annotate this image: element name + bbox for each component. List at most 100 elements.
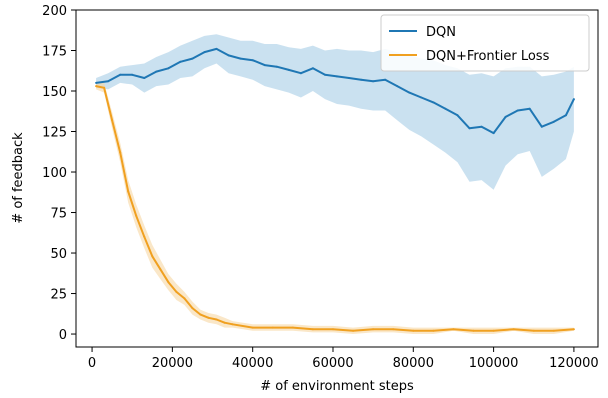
data-point-dqn-frontier-loss	[572, 328, 575, 331]
data-point-dqn	[456, 114, 459, 117]
data-point-dqn	[191, 57, 194, 60]
data-point-dqn-frontier-loss	[332, 328, 334, 331]
data-point-dqn	[552, 120, 555, 123]
confidence-bands	[96, 34, 574, 335]
data-point-dqn	[408, 91, 411, 94]
data-point-dqn-frontier-loss	[215, 318, 218, 321]
data-point-dqn-frontier-loss	[199, 313, 202, 316]
plot-frame	[75, 9, 599, 348]
data-point-dqn-frontier-loss	[251, 326, 254, 329]
y-tick-label: 175	[42, 45, 67, 60]
y-tick-label: 100	[42, 166, 67, 181]
data-point-dqn-frontier-loss	[472, 329, 475, 332]
legend-label-dqn: DQN	[426, 25, 456, 40]
data-point-dqn-frontier-loss	[143, 235, 146, 238]
data-point-dqn	[420, 96, 423, 99]
data-point-dqn	[572, 98, 575, 101]
y-tick-label: 25	[50, 288, 67, 303]
data-point-dqn	[215, 47, 218, 50]
data-point-dqn-frontier-loss	[183, 297, 186, 300]
data-point-dqn	[203, 51, 206, 54]
data-point-dqn	[564, 114, 567, 117]
data-point-dqn	[155, 70, 158, 73]
data-point-dqn	[384, 78, 387, 81]
data-point-dqn	[324, 73, 326, 76]
y-axis: 0 25 50 75 100 125 150 175 200	[42, 4, 76, 343]
data-point-dqn	[504, 115, 507, 118]
data-point-dqn-frontier-loss	[175, 290, 178, 293]
data-point-dqn-frontier-loss	[271, 326, 274, 329]
x-tick-label: 20000	[152, 356, 193, 371]
y-axis-label: # of feedback	[11, 132, 26, 224]
data-point-dqn	[179, 60, 182, 63]
data-point-dqn-frontier-loss	[532, 329, 535, 332]
data-point-dqn-frontier-loss	[111, 119, 114, 122]
data-point-dqn-frontier-loss	[151, 255, 154, 258]
band-dqn	[96, 34, 574, 190]
data-point-dqn	[336, 75, 338, 78]
data-point-dqn	[311, 67, 314, 70]
y-tick-label: 50	[50, 247, 67, 262]
data-point-dqn	[468, 127, 471, 130]
data-point-dqn-frontier-loss	[135, 214, 138, 217]
data-point-dqn-frontier-loss	[512, 328, 515, 331]
data-point-dqn	[239, 57, 242, 60]
data-point-dqn	[143, 77, 146, 79]
data-point-dqn-frontier-loss	[372, 328, 375, 331]
data-point-dqn-frontier-loss	[207, 316, 210, 319]
x-tick-label: 120000	[549, 356, 599, 371]
data-point-dqn	[95, 81, 98, 84]
x-tick-label: 0	[88, 356, 96, 371]
data-point-dqn-frontier-loss	[223, 321, 226, 324]
data-point-dqn	[227, 54, 230, 57]
data-point-dqn	[275, 65, 278, 68]
y-tick-label: 125	[42, 126, 67, 141]
data-point-dqn	[107, 80, 110, 83]
y-tick-label: 200	[42, 4, 67, 19]
x-tick-label: 80000	[393, 356, 434, 371]
data-point-dqn	[540, 125, 543, 128]
data-point-dqn-frontier-loss	[231, 323, 234, 326]
data-point-dqn	[360, 78, 363, 81]
data-point-dqn-frontier-loss	[392, 328, 395, 331]
data-point-dqn-frontier-loss	[119, 151, 122, 154]
data-point-dqn	[299, 72, 302, 75]
data-point-dqn-frontier-loss	[159, 268, 162, 271]
data-point-dqn-frontier-loss	[492, 329, 495, 332]
data-point-dqn-frontier-loss	[552, 329, 555, 332]
data-point-dqn-frontier-loss	[103, 86, 106, 89]
legend: DQN DQN+Frontier Loss	[380, 14, 590, 72]
data-point-dqn-frontier-loss	[452, 328, 455, 331]
data-point-dqn-frontier-loss	[127, 190, 130, 193]
x-axis: 0 20000 40000 60000 80000 100000 120000	[88, 347, 599, 371]
x-tick-label: 40000	[232, 356, 273, 371]
legend-box	[380, 14, 590, 72]
data-point-dqn-frontier-loss	[167, 281, 170, 284]
data-point-dqn-frontier-loss	[352, 329, 355, 332]
data-point-dqn-frontier-loss	[311, 328, 314, 331]
data-point-dqn	[251, 59, 254, 62]
data-point-dqn-frontier-loss	[95, 85, 98, 88]
y-tick-label: 75	[50, 207, 67, 222]
x-axis-label: # of environment steps	[260, 379, 414, 394]
data-point-dqn	[444, 107, 447, 110]
x-tick-label: 100000	[469, 356, 519, 371]
y-tick-label: 150	[42, 85, 67, 100]
data-point-dqn	[516, 109, 519, 112]
data-point-dqn	[167, 67, 170, 70]
data-point-dqn	[287, 68, 290, 71]
data-point-dqn-frontier-loss	[191, 307, 194, 310]
x-tick-label: 60000	[312, 356, 353, 371]
y-tick-label: 0	[59, 328, 67, 343]
data-point-dqn	[396, 85, 399, 88]
data-point-dqn	[348, 77, 350, 79]
data-point-dqn	[528, 107, 531, 110]
series-lines	[95, 47, 575, 332]
data-point-dqn	[492, 132, 495, 135]
data-point-dqn-frontier-loss	[432, 329, 435, 332]
data-point-dqn-frontier-loss	[412, 329, 415, 332]
data-point-dqn	[480, 125, 483, 128]
data-point-dqn	[131, 73, 134, 76]
data-point-dqn-frontier-loss	[291, 326, 294, 329]
